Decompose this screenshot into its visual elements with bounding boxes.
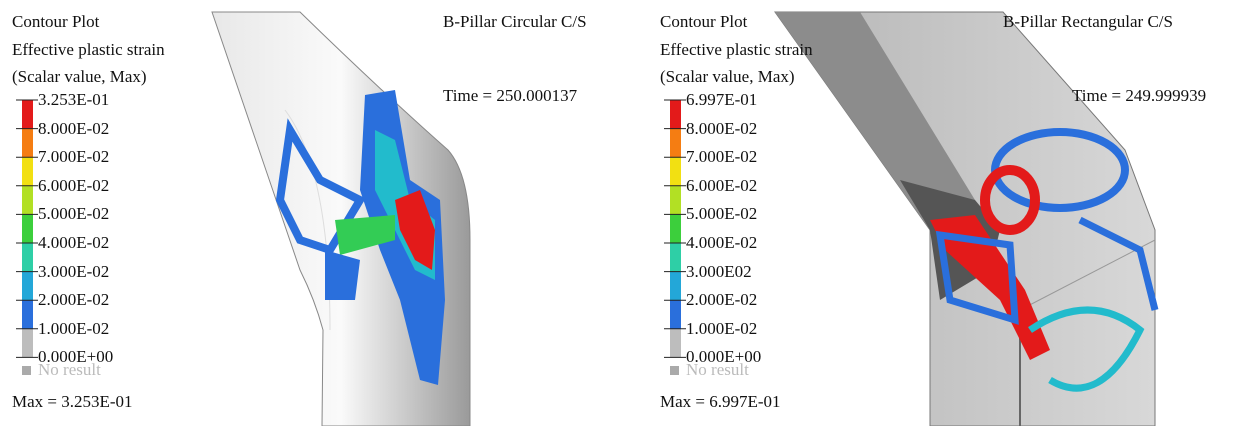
legend-swatch: [670, 272, 681, 301]
time-label: Time = 250.000137: [443, 86, 577, 106]
rectangular-pillar: [775, 12, 1155, 426]
circular-pillar: [212, 12, 470, 426]
section-label: B-Pillar Rectangular C/S: [1003, 12, 1173, 32]
legend-label: 7.000E-02: [38, 147, 109, 167]
legend-swatch: [22, 100, 33, 129]
no-result: No result: [686, 360, 749, 380]
legend-label: 2.000E-02: [686, 290, 757, 310]
panel-subtitle: Effective plastic strain: [660, 40, 813, 60]
scalar-note: (Scalar value, Max): [660, 67, 795, 87]
legend-label: 4.000E-02: [38, 233, 109, 253]
figure: Contour Plot Effective plastic strain (Sca…: [0, 0, 1243, 426]
legend-label: 3.000E02: [686, 262, 752, 282]
no-result: No result: [38, 360, 101, 380]
legend-label: 6.000E-02: [686, 176, 757, 196]
legend-label: 6.000E-02: [38, 176, 109, 196]
legend-swatch: [670, 186, 681, 215]
geometry: [0, 0, 1243, 426]
legend-swatch: [22, 243, 33, 272]
legend-label: 5.000E-02: [38, 204, 109, 224]
legend-label: 7.000E-02: [686, 147, 757, 167]
time-label: Time = 249.999939: [1072, 86, 1206, 106]
legend-swatch: [22, 272, 33, 301]
legend-label: 3.000E-02: [38, 262, 109, 282]
legend-swatch: [22, 300, 33, 329]
legend-label: 4.000E-02: [686, 233, 757, 253]
legend-label: 8.000E-02: [38, 119, 109, 139]
legend-swatch: [22, 157, 33, 186]
no-result-swatch: [22, 366, 31, 375]
legend-label: 3.253E-01: [38, 90, 109, 110]
legend-swatch: [22, 329, 33, 358]
scalar-note: (Scalar value, Max): [12, 67, 147, 87]
legend-label: 8.000E-02: [686, 119, 757, 139]
legend-label: 6.997E-01: [686, 90, 757, 110]
section-label: B-Pillar Circular C/S: [443, 12, 587, 32]
panel-title: Contour Plot: [12, 12, 99, 32]
legend-label: 2.000E-02: [38, 290, 109, 310]
max-value: Max = 6.997E-01: [660, 392, 781, 412]
legend-swatch: [670, 300, 681, 329]
no-result-swatch: [670, 366, 679, 375]
legend-swatch: [670, 214, 681, 243]
legend-swatch: [22, 129, 33, 158]
legend-swatch: [670, 243, 681, 272]
panel-title: Contour Plot: [660, 12, 747, 32]
legend-label: 1.000E-02: [38, 319, 109, 339]
panel-subtitle: Effective plastic strain: [12, 40, 165, 60]
legend-swatch: [670, 157, 681, 186]
legend-swatch: [670, 329, 681, 358]
legend-swatch: [22, 186, 33, 215]
legend-swatch: [22, 214, 33, 243]
legend-label: 5.000E-02: [686, 204, 757, 224]
max-value: Max = 3.253E-01: [12, 392, 133, 412]
legend-swatch: [670, 129, 681, 158]
legend-swatch: [670, 100, 681, 129]
legend-label: 1.000E-02: [686, 319, 757, 339]
